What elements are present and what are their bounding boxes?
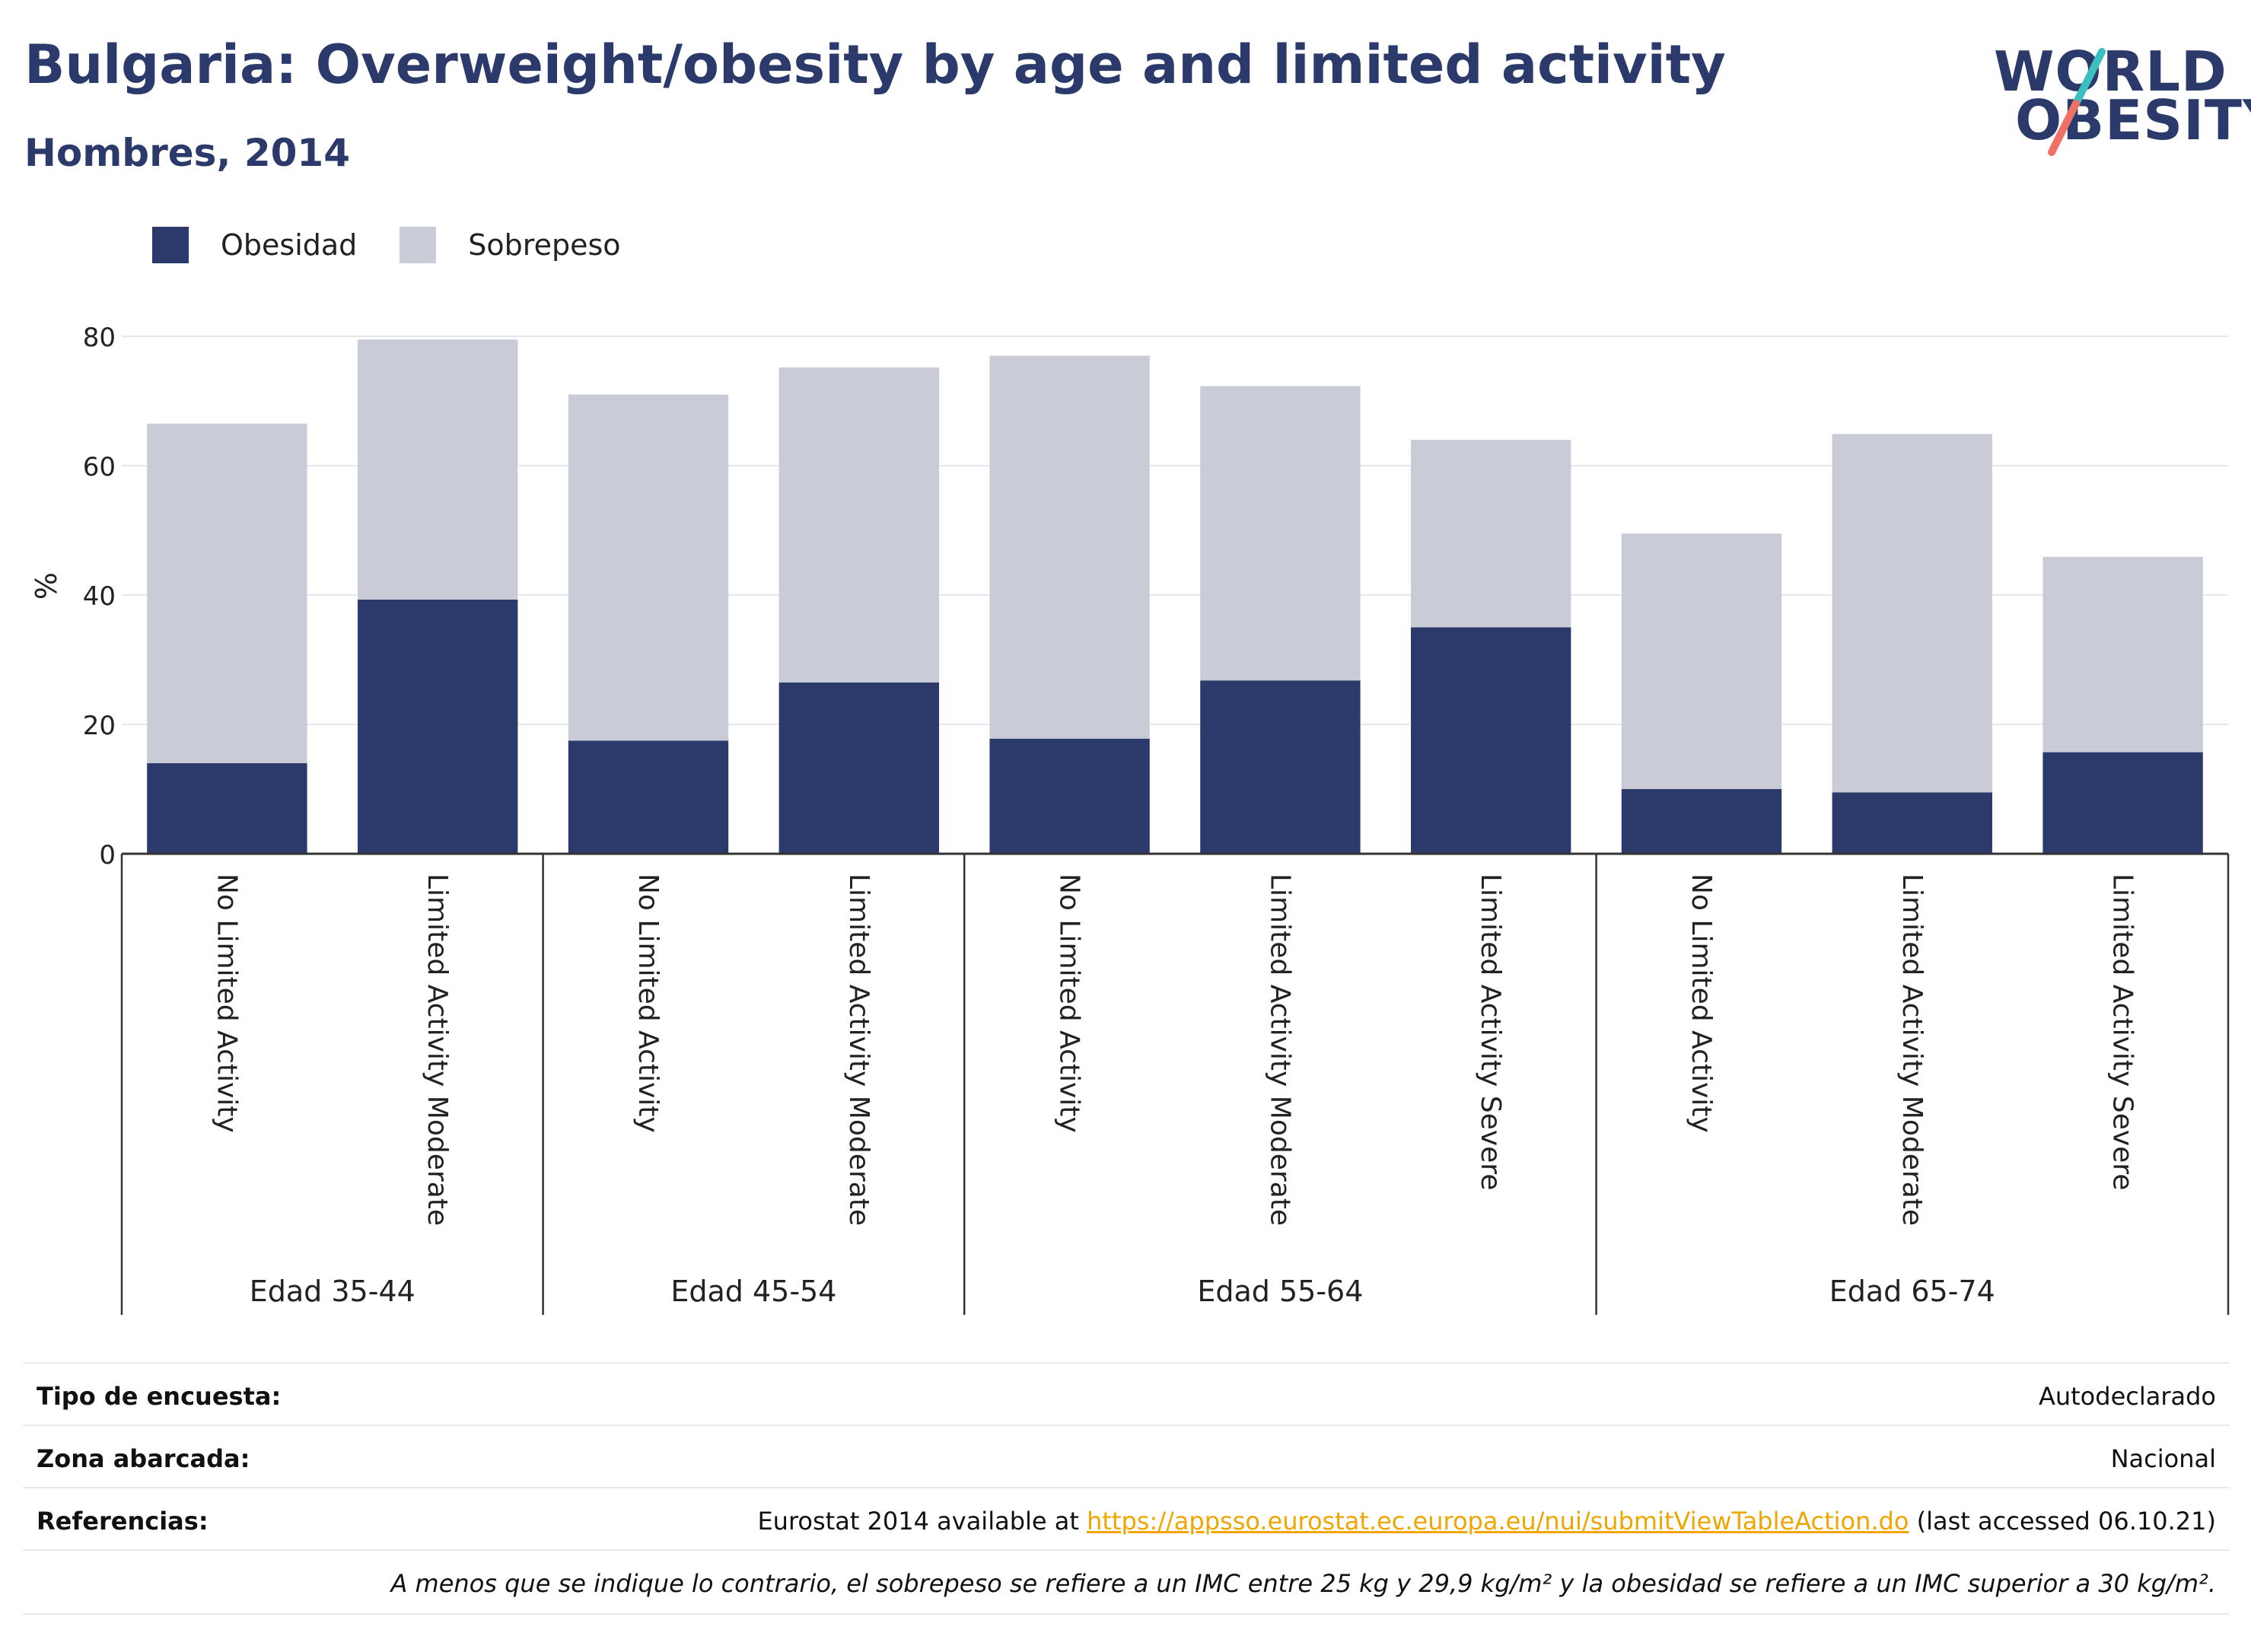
area-value: Nacional — [2110, 1444, 2216, 1473]
group-label: Edad 35-44 — [250, 1275, 415, 1308]
footer-row-survey: Tipo de encuesta: Autodeclarado — [23, 1362, 2230, 1426]
area-label: Zona abarcada: — [37, 1444, 250, 1473]
survey-type-value: Autodeclarado — [2038, 1382, 2216, 1411]
logo-line-1: WORLD — [1994, 40, 2227, 103]
x-tick-label: Limited Activity Moderate — [1896, 874, 1928, 1226]
references-link[interactable]: https://appsso.eurostat.ec.europa.eu/nui… — [1087, 1507, 1909, 1536]
x-tick-label: No Limited Activity — [1054, 874, 1085, 1133]
chart-legend: Obesidad Sobrepeso — [152, 227, 664, 263]
group-label: Edad 65-74 — [1829, 1275, 1995, 1308]
y-tick-label: 40 — [83, 581, 116, 612]
footer-bottom-rule — [23, 1613, 2230, 1615]
bar-overweight — [1832, 434, 1992, 793]
bar-overweight — [778, 367, 939, 683]
chart-title: Bulgaria: Overweight/obesity by age and … — [24, 33, 1726, 96]
bar-obesity — [1621, 789, 1782, 854]
bar-obesity — [989, 738, 1150, 854]
references-suffix: (last accessed 06.10.21) — [1909, 1507, 2216, 1536]
x-tick-label: Limited Activity Moderate — [422, 874, 453, 1226]
y-tick-label: 80 — [83, 323, 116, 353]
logo-slash-icon — [2048, 48, 2106, 156]
survey-type-label: Tipo de encuesta: — [37, 1382, 282, 1411]
bar-overweight — [147, 423, 307, 763]
bar-obesity — [2042, 752, 2203, 854]
bar-obesity — [778, 682, 939, 854]
x-tick-label: No Limited Activity — [211, 874, 242, 1133]
bar-overweight — [989, 355, 1150, 739]
x-tick-label: Limited Activity Moderate — [1264, 874, 1295, 1226]
bar-overweight — [1200, 386, 1361, 681]
y-tick-label: 20 — [83, 711, 116, 741]
x-tick-label: No Limited Activity — [632, 874, 664, 1133]
bar-obesity — [1411, 627, 1571, 854]
legend-label-obesity: Obesidad — [221, 228, 358, 262]
stacked-bar-chart: 0 20 40 60 80% No Limited Activity Limited Act… — [30, 323, 2230, 1315]
bar-obesity — [1832, 792, 1992, 854]
x-tick-label: No Limited Activity — [1686, 874, 1717, 1133]
legend-label-overweight: Sobrepeso — [468, 228, 621, 262]
legend-item-overweight: Sobrepeso — [400, 227, 621, 263]
x-tick-label: Limited Activity Moderate — [843, 874, 874, 1226]
chart-subtitle: Hombres, 2014 — [24, 131, 350, 175]
bar-obesity — [568, 740, 729, 854]
x-tick-label: Limited Activity Severe — [1475, 874, 1506, 1190]
definition-note: A menos que se indique lo contrario, el … — [390, 1569, 2216, 1598]
bar-overweight — [2042, 556, 2203, 753]
x-tick-label: Limited Activity Severe — [2107, 874, 2138, 1190]
bar-obesity — [147, 763, 307, 854]
legend-item-obesity: Obesidad — [152, 227, 357, 263]
bar-obesity — [1200, 680, 1361, 854]
y-tick-label: 60 — [83, 452, 116, 482]
y-tick-label: 0 — [99, 840, 116, 871]
bar-overweight — [358, 339, 518, 600]
group-label: Edad 45-54 — [670, 1275, 836, 1308]
group-label: Edad 55-64 — [1197, 1275, 1363, 1308]
bar-overweight — [568, 394, 729, 741]
legend-swatch-obesity — [152, 227, 189, 263]
footer-row-references: Referencias: Eurostat 2014 available at … — [23, 1487, 2230, 1551]
footer-row-note: A menos que se indique lo contrario, el … — [23, 1549, 2230, 1613]
y-axis-label: % — [30, 572, 63, 600]
legend-swatch-overweight — [400, 227, 437, 263]
bar-overweight — [1411, 440, 1571, 628]
references-label: Referencias: — [37, 1507, 209, 1536]
world-obesity-logo: WORLD OBESITY — [1979, 30, 2251, 164]
references-value: Eurostat 2014 available at https://appss… — [757, 1507, 2216, 1536]
bar-obesity — [358, 599, 518, 854]
bar-overweight — [1621, 533, 1782, 789]
references-prefix: Eurostat 2014 available at — [757, 1507, 1087, 1536]
footer-row-area: Zona abarcada: Nacional — [23, 1424, 2230, 1488]
